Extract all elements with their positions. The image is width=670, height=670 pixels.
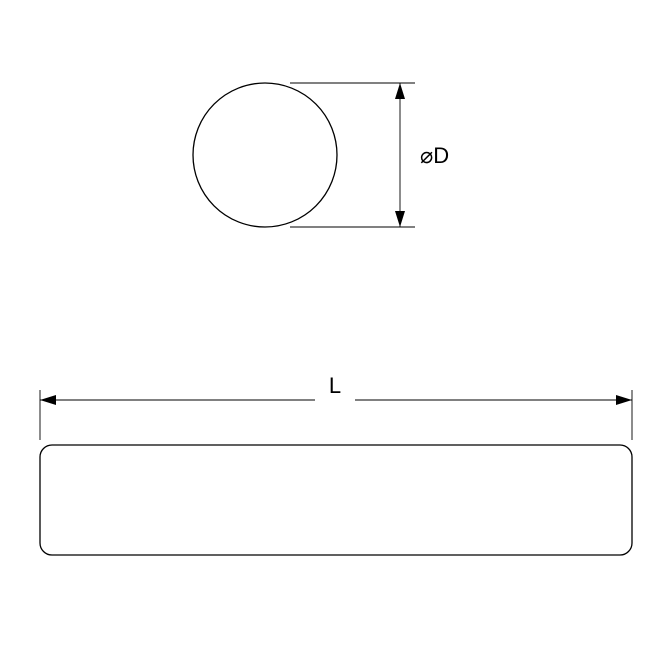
arrowhead-left	[40, 395, 56, 405]
length-label: L	[329, 373, 341, 398]
technical-drawing: ⌀D L	[0, 0, 670, 670]
rod-side-view	[40, 445, 632, 555]
arrowhead-down	[395, 211, 405, 227]
diameter-label: ⌀D	[420, 143, 449, 168]
arrowhead-up	[395, 83, 405, 99]
rod-end-view	[193, 83, 337, 227]
arrowhead-right	[616, 395, 632, 405]
